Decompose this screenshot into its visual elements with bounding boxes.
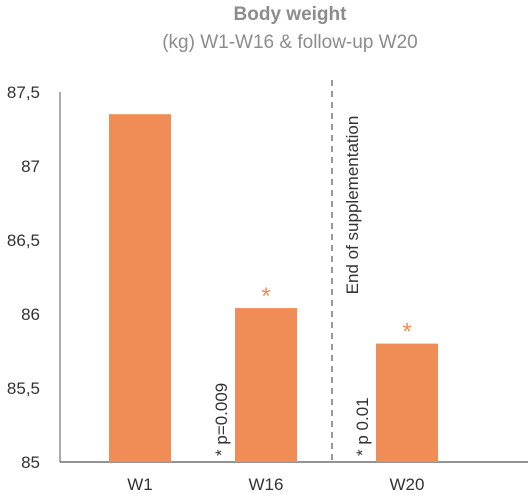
y-tick-label: 87,5 [7,83,40,102]
y-tick-label: 86,5 [7,231,40,250]
bar-w16 [235,308,297,462]
y-tick-label: 85 [21,453,40,472]
chart-title: Body weight [234,4,348,25]
x-tick-label: W16 [249,475,284,494]
significance-star: * [402,319,411,346]
y-tick-labels: 85 85,5 86 86,5 87 87,5 [7,83,40,472]
p-value-label: * p=0.009 [212,383,231,456]
y-tick-label: 85,5 [7,379,40,398]
p-value-group: * p=0.009 [212,383,231,456]
bar-w1 [109,114,171,462]
chart-subtitle: (kg) W1-W16 & follow-up W20 [162,32,418,53]
y-tick-label: 87 [21,157,40,176]
bar-w20 [376,343,438,462]
p-value-labels: * p=0.009 * p 0.01 [212,383,372,456]
x-tick-labels: W1 W16 W20 [127,475,424,494]
p-value-group: * p 0.01 [353,397,372,456]
divider-label: End of supplementation [343,116,362,295]
y-tick-label: 86 [21,305,40,324]
p-value-label: * p 0.01 [353,397,372,456]
x-tick-label: W1 [127,475,153,494]
divider-label-group: End of supplementation [343,116,362,295]
significance-markers: ** [261,283,411,346]
x-tick-label: W20 [390,475,425,494]
significance-star: * [261,283,270,310]
bars [109,114,438,462]
